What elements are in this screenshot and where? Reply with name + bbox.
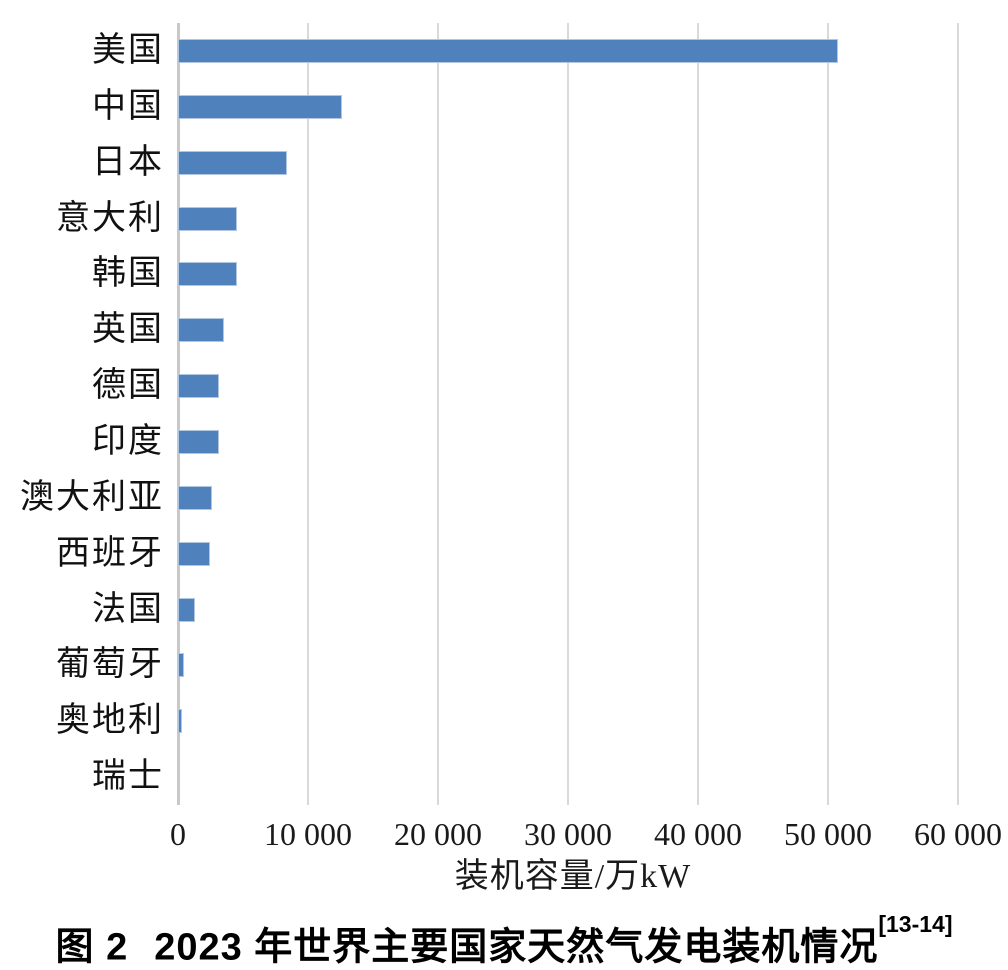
category-label: 法国 [92,590,164,628]
x-tick-label: 60 000 [914,816,1002,852]
x-tick-label: 40 000 [654,816,742,852]
figure-label: 图 2 [55,926,129,969]
category-label: 日本 [92,143,164,181]
bar [178,485,212,510]
category-label: 中国 [92,87,164,125]
x-tick-label: 30 000 [524,816,612,852]
category-label: 瑞士 [92,758,164,796]
bar [178,262,237,287]
figure-caption: 图 2 2023 年世界主要国家天然气发电装机情况[13-14] [0,911,1008,970]
bar [178,597,195,622]
bar [178,94,342,119]
gridline [307,23,309,805]
bar [178,653,184,678]
bar [178,709,182,734]
bar [178,38,839,63]
bar [178,318,225,343]
category-label: 英国 [92,311,164,349]
figure-caption-text: 2023 年世界主要国家天然气发电装机情况 [154,926,879,969]
category-label: 韩国 [92,255,164,293]
x-tick-label: 50 000 [784,816,872,852]
gridline [827,23,829,805]
x-tick-label: 20 000 [394,816,482,852]
gridline [567,23,569,805]
bar [178,541,210,566]
gridline [697,23,699,805]
bar [178,206,238,231]
gridline [957,23,959,805]
category-label: 西班牙 [56,534,164,572]
gridline [437,23,439,805]
y-axis-line [176,23,180,805]
category-label: 德国 [92,367,164,405]
category-label: 印度 [92,422,164,460]
x-tick-label: 10 000 [264,816,352,852]
bar [178,374,220,399]
category-label: 美国 [92,31,164,69]
plot-area [176,23,986,805]
category-label: 奥地利 [56,702,164,740]
category-label: 澳大利亚 [20,478,164,516]
x-axis-title: 装机容量/万kW [454,858,692,895]
bar [178,429,219,454]
category-label: 意大利 [56,199,164,237]
bar [178,150,287,175]
figure-caption-reference: [13-14] [878,911,953,937]
category-label: 葡萄牙 [56,646,164,684]
x-tick-label: 0 [170,816,186,852]
